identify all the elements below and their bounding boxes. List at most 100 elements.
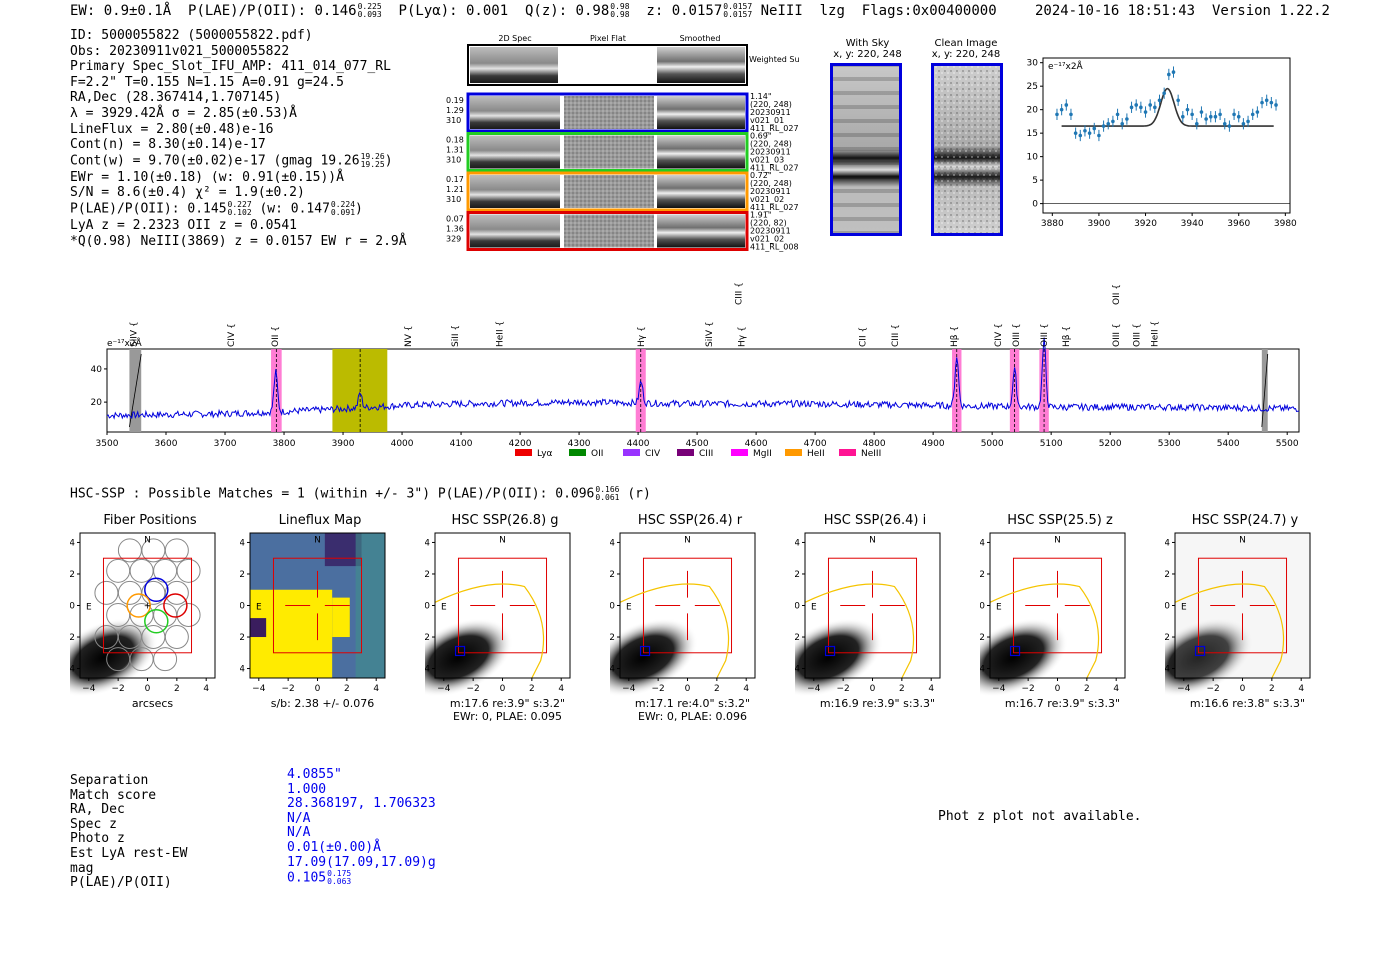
info-contn: Cont(n) = 8.30(±0.14)e-17 — [70, 137, 266, 153]
spec-row-flat — [564, 214, 654, 248]
y-tick-label: 4 — [425, 538, 430, 548]
clean-image-label: Clean Image — [934, 38, 998, 49]
hsc-panel-caption: m:17.1 re:4.0" s:3.2" — [634, 697, 751, 710]
data-point — [1106, 121, 1111, 126]
full-spectrum-chart: 3500 3600 3700 3800 3900 4000 4100 4200 4300 4400… — [91, 282, 1300, 459]
fit-curve — [1061, 87, 1274, 127]
data-point — [1236, 114, 1241, 119]
legend-label: CIV — [645, 449, 661, 459]
fit-ylabel: e⁻¹⁷x2Å — [1048, 60, 1084, 72]
info-contw: Cont(w) = 9.70(±0.02)e-17 (gmag 19.26 19.… — [70, 151, 393, 169]
data-point — [1222, 121, 1227, 126]
emission-line-label: CII { — [858, 327, 868, 347]
hsc-title-text: HSC-SSP : Possible Matches = 1 (within +… — [70, 486, 595, 502]
match-box — [454, 645, 466, 657]
y-tick-label: −2 — [240, 633, 245, 643]
hsc-panel-caption-2: EWr: 0, PLAE: 0.095 — [452, 710, 563, 723]
plae-hi: 0.225 — [357, 2, 382, 11]
data-point — [1227, 124, 1232, 128]
detection-info: ID: 5000055822 (5000055822.pdf) Obs: 202… — [70, 28, 407, 249]
x-tick-label: 4800 — [863, 439, 886, 449]
spectra-2d-panel: 2D Spec Pixel Flat Smoothed Weighted Sum… — [446, 34, 800, 252]
qz-value: Q(z): 0.98 — [524, 3, 610, 19]
aperture-ellipse — [1174, 583, 1285, 679]
fiber-green — [144, 609, 169, 634]
spectrum-line — [106, 337, 1300, 420]
host-galaxy — [70, 618, 158, 697]
compass-north: N — [144, 535, 151, 545]
spec-row-smoothed — [657, 214, 745, 248]
data-point — [1097, 133, 1101, 138]
y-tick-label: −2 — [1165, 633, 1170, 643]
hsc-plae-lo: 0.061 — [595, 493, 620, 502]
match-plae-range: 0.175 0.063 — [327, 870, 351, 886]
x-tick-label: 5200 — [1099, 439, 1122, 449]
hsc-panel-image: N E −4 −4 −2 −2 0 0 2 2 4 4 — [795, 532, 941, 697]
legend-swatch — [515, 449, 532, 456]
spec-row-smoothed — [657, 135, 745, 169]
x-tick-label: 5500 — [1276, 439, 1299, 449]
spec-row-left-label: 329 — [446, 235, 461, 244]
data-point — [1120, 121, 1125, 126]
x-tick-label: 4 — [1113, 684, 1119, 694]
host-galaxy — [980, 618, 1068, 697]
emission-line-label: SiIV { — [130, 321, 140, 347]
info-lya-z: LyA z = 2.2323 OII z = 0.0541 — [70, 217, 297, 233]
legend-label: MgII — [753, 449, 772, 459]
emission-line-label: OIII { — [1133, 323, 1143, 347]
y-tick-label: 0 — [1032, 200, 1038, 210]
match-value: N/A — [287, 810, 311, 826]
emission-line-label: OIII { — [1040, 323, 1050, 347]
y-tick-label: 2 — [240, 570, 245, 580]
emission-line-label: HeII { — [495, 321, 505, 347]
match-value: N/A — [287, 825, 311, 841]
data-point — [1087, 131, 1092, 135]
x-tick-label: 4200 — [509, 439, 532, 449]
legend-swatch — [839, 449, 856, 456]
x-tick-label: 2 — [529, 684, 535, 694]
data-point — [1171, 70, 1176, 74]
spec-row-2d — [470, 96, 560, 129]
hsc-panel-caption: m:16.9 re:3.9" s:3.3" — [819, 697, 936, 710]
search-box — [272, 557, 363, 654]
x-tick-label: 4 — [203, 684, 209, 694]
plya-value: P(Lyα): 0.001 — [398, 3, 509, 19]
line-fit-chart: 3880 3900 3920 3940 3960 3980 0 5 10 15 20 25 30 e⁻¹⁷… — [1027, 57, 1297, 229]
spec-row-right-label: 1.91" — [750, 211, 772, 220]
y-tick-label: 0 — [70, 602, 75, 612]
hsc-panel-caption: arcsecs — [131, 697, 174, 710]
spec-row-right-label: (220, 82) — [750, 219, 787, 228]
x-tick-label: 3900 — [332, 439, 355, 449]
y-tick-label: 4 — [70, 538, 75, 548]
data-point — [1059, 107, 1064, 112]
legend-label: HeII — [807, 449, 825, 459]
x-tick-label: −2 — [467, 684, 480, 694]
hsc-panel-caption-2: EWr: 0, PLAE: 0.096 — [637, 710, 748, 723]
contw-lo: 19.25 — [360, 159, 385, 169]
spec-row-left-label: 1.29 — [446, 106, 464, 115]
clean-image — [931, 63, 1003, 236]
col-title-2d: 2D Spec — [498, 34, 531, 43]
plae-text: P(LAE)/P(OII): 0.145 — [70, 201, 227, 217]
x-tick-label: 4900 — [922, 439, 945, 449]
y-tick-label: 15 — [1027, 129, 1038, 139]
ew-value: EW: 0.9±0.1Å — [70, 3, 172, 19]
x-tick-label: −4 — [807, 684, 821, 694]
spec-row-right-label: (220, 248) — [750, 140, 792, 149]
hsc-panel-image: N E −4 −4 −2 −2 0 0 2 2 4 4 — [240, 532, 386, 694]
y-tick-label: 4 — [610, 538, 615, 548]
x-tick-label: 2 — [344, 684, 350, 694]
spec-row-2d — [470, 135, 560, 169]
x-tick-label: −4 — [622, 684, 636, 694]
x-tick-label: 0 — [500, 684, 506, 694]
data-point — [1185, 107, 1190, 112]
hsc-panel-title: HSC SSP(25.5) z — [1007, 513, 1113, 528]
hsc-panel-caption: m:16.7 re:3.9" s:3.3" — [1004, 697, 1121, 710]
match-label: Match score — [70, 787, 157, 803]
spec-row-right-label: (220, 248) — [750, 100, 792, 109]
legend-swatch — [569, 449, 586, 456]
spec-row-right-label: v021_03 — [750, 156, 784, 165]
spec-row-left-label: 310 — [446, 156, 461, 165]
masked-hatch — [129, 353, 142, 428]
spec-row-right-label: 411_RL_027 — [750, 124, 799, 133]
